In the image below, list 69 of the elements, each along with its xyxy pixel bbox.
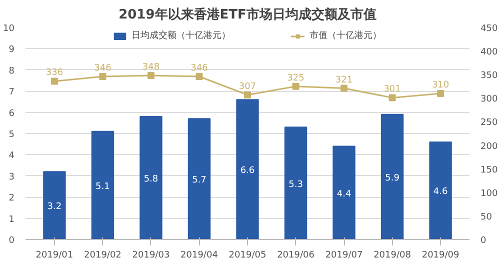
- y-tick-label: 10: [3, 24, 15, 34]
- bar: [188, 118, 211, 240]
- y2-tick-label: 300: [480, 94, 498, 105]
- y2-tick-label: 350: [480, 71, 498, 82]
- data-label: 5.1: [96, 182, 110, 192]
- data-label: 301: [384, 84, 401, 95]
- y-tick-label: 6: [8, 108, 15, 119]
- x-tick-label: 2019/07: [325, 250, 363, 260]
- data-label: 6.6: [240, 166, 255, 176]
- y-tick-label: 8: [8, 66, 15, 76]
- bar: [380, 114, 404, 240]
- y-tick-label: 2: [8, 194, 15, 204]
- y-tick-label: 9: [8, 45, 15, 56]
- bar: [43, 171, 66, 240]
- x-tick-label: 2019/01: [36, 250, 74, 260]
- data-label: 336: [46, 68, 64, 78]
- x-tick-label: 2019/02: [84, 250, 122, 260]
- data-label: 5.7: [192, 176, 206, 186]
- x-tick-label: 2019/08: [374, 250, 412, 260]
- point: [292, 82, 300, 90]
- point: [340, 84, 348, 92]
- point: [99, 72, 106, 80]
- point: [50, 78, 58, 85]
- y2-tick-label: 150: [480, 165, 498, 176]
- data-label: 346: [190, 63, 208, 74]
- data-label: 307: [238, 82, 256, 92]
- bar: [236, 99, 259, 240]
- data-label: 5.9: [385, 173, 400, 184]
- point: [244, 91, 251, 98]
- y-tick-label: 5: [8, 130, 15, 140]
- x-tick-label: 2019/04: [180, 250, 218, 260]
- x-tick-label: 2019/06: [277, 250, 315, 260]
- bar: [140, 116, 162, 240]
- x-tick-label: 2019/05: [228, 250, 266, 260]
- point: [147, 72, 154, 80]
- data-label: 321: [335, 75, 353, 86]
- x-tick-label: 2019/03: [132, 250, 170, 260]
- data-label: 5.3: [288, 180, 303, 190]
- data-label: 5.8: [144, 174, 158, 185]
- data-label: 348: [142, 62, 160, 73]
- y2-tick-label: 450: [480, 24, 498, 34]
- y-tick-label: 3: [8, 172, 15, 182]
- data-label: 325: [287, 73, 304, 84]
- y2-tick-label: 250: [480, 118, 498, 128]
- bar: [91, 130, 114, 240]
- bar: [332, 146, 356, 240]
- point: [388, 94, 396, 102]
- y2-tick-label: 100: [480, 188, 498, 199]
- data-label: 3.2: [47, 202, 62, 212]
- data-label: 310: [432, 80, 450, 90]
- y-tick-label: 4: [8, 151, 15, 162]
- y-tick-label: 1: [8, 214, 15, 225]
- bar: [429, 141, 452, 240]
- y-tick-label: 0: [8, 236, 15, 246]
- data-label: 346: [94, 63, 112, 74]
- y2-tick-label: 50: [480, 212, 492, 222]
- y2-tick-label: 0: [480, 236, 486, 246]
- data-label: 4.6: [433, 187, 448, 198]
- bar: [284, 126, 308, 240]
- x-tick-label: 2019/09: [422, 250, 460, 260]
- point: [196, 72, 203, 80]
- chart-title: 2019年以来香港ETF市场日均成交额及市值: [118, 6, 376, 22]
- y2-tick-label: 200: [480, 142, 498, 152]
- data-label: 4.4: [336, 189, 352, 200]
- point: [437, 90, 444, 97]
- legend-label: 日均成交额（十亿港元）: [132, 30, 230, 42]
- legend-label: 市值（十亿港元）: [310, 30, 382, 42]
- y-tick-label: 7: [8, 88, 15, 98]
- y2-tick-label: 400: [480, 48, 498, 58]
